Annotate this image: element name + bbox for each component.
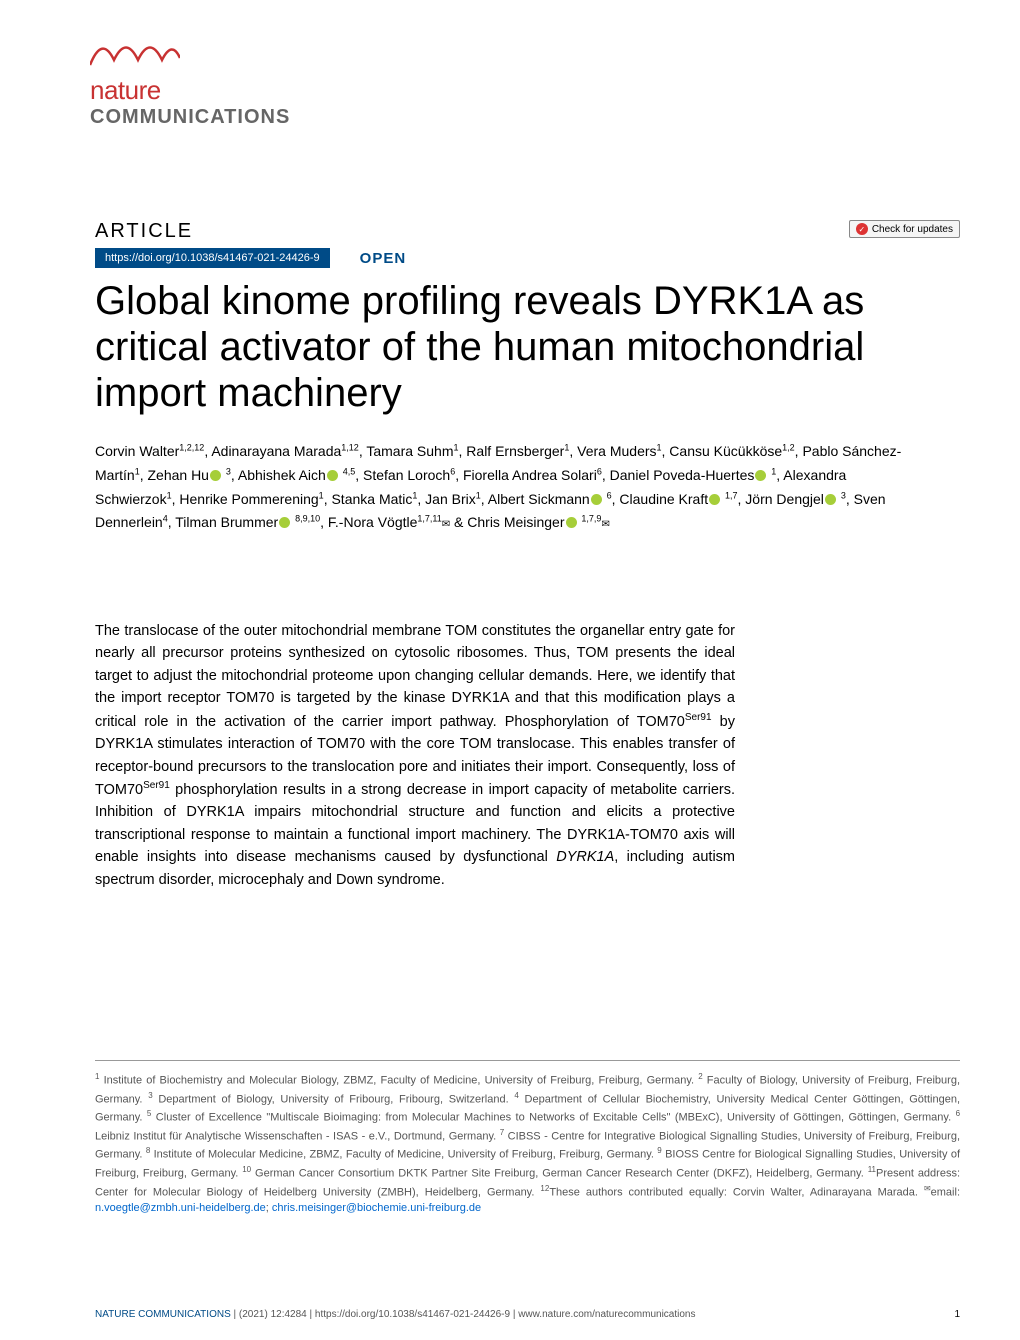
check-updates-label: Check for updates [872,224,953,235]
open-access-label: OPEN [360,250,407,267]
doi-bar: https://doi.org/10.1038/s41467-021-24426… [95,248,406,268]
footer-page-number: 1 [954,1309,960,1320]
footer-citation: | (2021) 12:4284 | https://doi.org/10.10… [234,1309,696,1320]
logo-wave-icon [90,30,180,70]
affiliations-block: 1 Institute of Biochemistry and Molecula… [95,1060,960,1217]
check-updates-button[interactable]: ✓ Check for updates [849,220,960,238]
article-title: Global kinome profiling reveals DYRK1A a… [95,278,925,416]
abstract-text: The translocase of the outer mitochondri… [95,620,735,891]
footer-journal: NATURE COMMUNICATIONS [95,1309,231,1320]
article-type-label: ARTICLE [95,220,193,243]
logo-text-communications: COMMUNICATIONS [90,106,290,129]
logo-text-nature: nature [90,75,290,106]
doi-link[interactable]: https://doi.org/10.1038/s41467-021-24426… [95,248,330,268]
journal-logo: nature COMMUNICATIONS [90,30,290,129]
page-footer: NATURE COMMUNICATIONS | (2021) 12:4284 |… [95,1309,960,1320]
author-list: Corvin Walter1,2,12, Adinarayana Marada1… [95,440,925,535]
check-updates-icon: ✓ [856,223,868,235]
